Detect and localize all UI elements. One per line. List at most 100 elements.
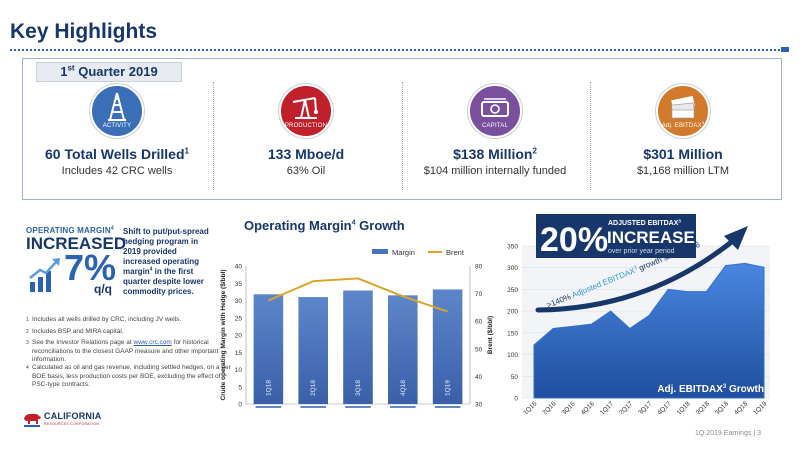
- x-tick-label-2Q18: 2Q18: [695, 400, 711, 414]
- banner-sub-text: over prior year period: [608, 248, 675, 255]
- highlight-divider: [402, 82, 403, 190]
- footnote-text-before: See the Investor Relations page at: [32, 339, 134, 347]
- bar-3Q18: [343, 290, 373, 404]
- x-tick-label-1Q17: 1Q17: [599, 400, 615, 414]
- operating-margin-chart: Margin Brent 0 5 10 15 20 25 30 35 40 30 40 50 60 70 80 C…: [220, 248, 494, 409]
- x-tick-label-3Q16: 3Q16: [561, 400, 577, 414]
- investor-relations-link[interactable]: www.crc.com: [133, 339, 172, 347]
- highlight-icon-caption: ACTIVITY: [102, 123, 132, 129]
- y-tick-label: 5: [238, 384, 242, 391]
- y2-tick-label: 60: [475, 319, 483, 326]
- oil-derrick-icon: ACTIVITY: [90, 84, 144, 138]
- footnote-number: 3: [26, 340, 29, 347]
- company-logo: CALIFORNIA RESOURCES CORPORATION: [22, 408, 122, 432]
- y-tick-label: 20: [235, 333, 243, 340]
- highlight-divider: [590, 82, 591, 190]
- y-axis-title: Crude operating Margin with Hedge ($/bbl…: [220, 269, 227, 400]
- x-tick-label-1Q16: 1Q16: [522, 400, 538, 414]
- y-tick-label: 25: [235, 315, 243, 322]
- highlight-card: ACTIVITY 60 Total Wells Drilled1 Includes …: [22, 84, 212, 177]
- logo-subtitle: RESOURCES CORPORATION: [44, 422, 100, 426]
- x-tick-label-1Q18: 1Q18: [265, 380, 272, 396]
- y2-tick-label: 30: [475, 402, 483, 409]
- y-tick-label: 100: [507, 352, 518, 359]
- y2-tick-label: 70: [475, 291, 483, 298]
- y-tick-label: 40: [235, 264, 243, 271]
- bar-1Q18: [253, 294, 284, 404]
- footnote: 1 Includes all wells drilled by CRC, incl…: [26, 316, 236, 328]
- footnote-text-after: for historical reconciliations to the cl…: [32, 339, 219, 363]
- money-icon: CAPITAL: [468, 84, 522, 138]
- footnote-text: Includes all wells drilled by CRC, inclu…: [32, 316, 182, 323]
- y-tick-label: 10: [235, 367, 243, 374]
- x-tick-label-2Q17: 2Q17: [618, 400, 634, 414]
- footnote-text: Calculated as oil and gas revenue, inclu…: [32, 364, 231, 389]
- y2-tick-label: 80: [475, 264, 483, 271]
- brent-line: [268, 277, 448, 313]
- callout-note-text: Shift to put/put-spread hedging program …: [123, 227, 209, 276]
- y-tick-label: 50: [511, 374, 519, 381]
- chart-title-text: Operating Margin: [244, 218, 352, 233]
- title-divider: [10, 49, 780, 51]
- x-tick-label-2Q18: 2Q18: [310, 380, 317, 396]
- page-footer: 1Q 2019 Earnings | 3: [694, 430, 761, 437]
- x-tick-label-4Q18: 4Q18: [400, 380, 407, 396]
- y-tick-label: 150: [507, 330, 518, 337]
- highlight-icon-caption: PRODUCTION: [284, 123, 328, 129]
- callout-heading-text: OPERATING MARGIN: [26, 226, 111, 235]
- chart-title-suffix: Growth: [726, 384, 764, 395]
- operating-margin-callout: OPERATING MARGIN4 INCREASED 7% q/q: [26, 226, 126, 306]
- footnote-number: 2: [26, 328, 29, 335]
- callout-note-text-end: in the first quarter despite lower commo…: [123, 267, 204, 296]
- callout-note-sup: 4: [149, 266, 153, 273]
- chart-title-sup: 4: [351, 219, 356, 227]
- growth-arrow-icon: [29, 258, 60, 292]
- footnote: 2 Includes BSP and MIRA capital.: [26, 328, 236, 340]
- x-tick-label-4Q16: 4Q16: [580, 400, 596, 414]
- highlight-card: PRODUCTION 133 Mboe/d 63% Oil: [211, 84, 401, 177]
- y-tick-label: 300: [507, 265, 518, 272]
- x-tick-label-3Q18: 3Q18: [355, 380, 362, 396]
- highlight-subtext: $1,168 million LTM: [636, 165, 730, 177]
- y-tick-label: 30: [235, 298, 243, 305]
- legend-label-margin: Margin: [392, 248, 415, 257]
- x-tick-label-1Q19: 1Q19: [752, 400, 768, 414]
- footnote-text: See the Investor Relations page at www.c…: [32, 339, 236, 364]
- quarter-label: Quarter 2019: [78, 64, 158, 79]
- highlight-value: 60 Total Wells Drilled1: [45, 146, 189, 162]
- increase-banner: [536, 214, 696, 258]
- callout-heading: OPERATING MARGIN4: [26, 226, 118, 235]
- y-tick-label: 350: [507, 244, 518, 251]
- highlight-subtext: Includes 42 CRC wells: [61, 165, 173, 177]
- chart-title-ebitdax: Adj. EBITDAX3 Growth: [657, 384, 764, 395]
- highlight-value: $138 Million2: [453, 146, 537, 162]
- callout-note: Shift to put/put-spread hedging program …: [123, 227, 209, 297]
- legend-label-brent: Brent: [446, 248, 465, 257]
- y2-tick-label: 50: [475, 346, 483, 353]
- footnotes: 1 Includes all wells drilled by CRC, incl…: [26, 316, 236, 390]
- growth-arrow-icon: [535, 237, 737, 313]
- growth-arrowhead-icon: [724, 226, 748, 250]
- y-tick-label: 15: [235, 350, 243, 357]
- highlight-subtext: 63% Oil: [286, 165, 326, 177]
- quarter-ordinal-suffix: st: [67, 63, 75, 73]
- banner-top-text: ADJUSTED EBITDAX3: [608, 219, 681, 228]
- highlight-card: Adj. EBITDAX3 $301 Million $1,168 million …: [588, 84, 778, 177]
- footnote-number: 1: [26, 317, 29, 323]
- footnote-number: 4: [26, 365, 29, 372]
- y2-axis-title: Brent ($/bbl): [487, 316, 494, 354]
- chart-title-operating-margin: Operating Margin4 Growth: [244, 218, 405, 233]
- banner-number: 20%: [540, 221, 608, 259]
- x-tick-label-1Q19: 1Q19: [445, 380, 452, 396]
- x-tick-label-2Q16: 2Q16: [541, 400, 557, 414]
- growth-annotation-sup: 3: [633, 265, 638, 272]
- footnote: 3 See the Investor Relations page at www.…: [26, 339, 236, 364]
- chart-title-suffix: Growth: [355, 218, 405, 233]
- banner-big-text: INCREASE: [607, 228, 695, 247]
- x-tick-label-3Q17: 3Q17: [637, 400, 653, 414]
- page-title: Key Highlights: [10, 20, 158, 43]
- highlight-divider: [213, 82, 214, 190]
- highlight-icon-caption: CAPITAL: [482, 123, 508, 129]
- x-tick-label-4Q17: 4Q17: [656, 400, 672, 414]
- y-tick-label: 35: [235, 281, 243, 288]
